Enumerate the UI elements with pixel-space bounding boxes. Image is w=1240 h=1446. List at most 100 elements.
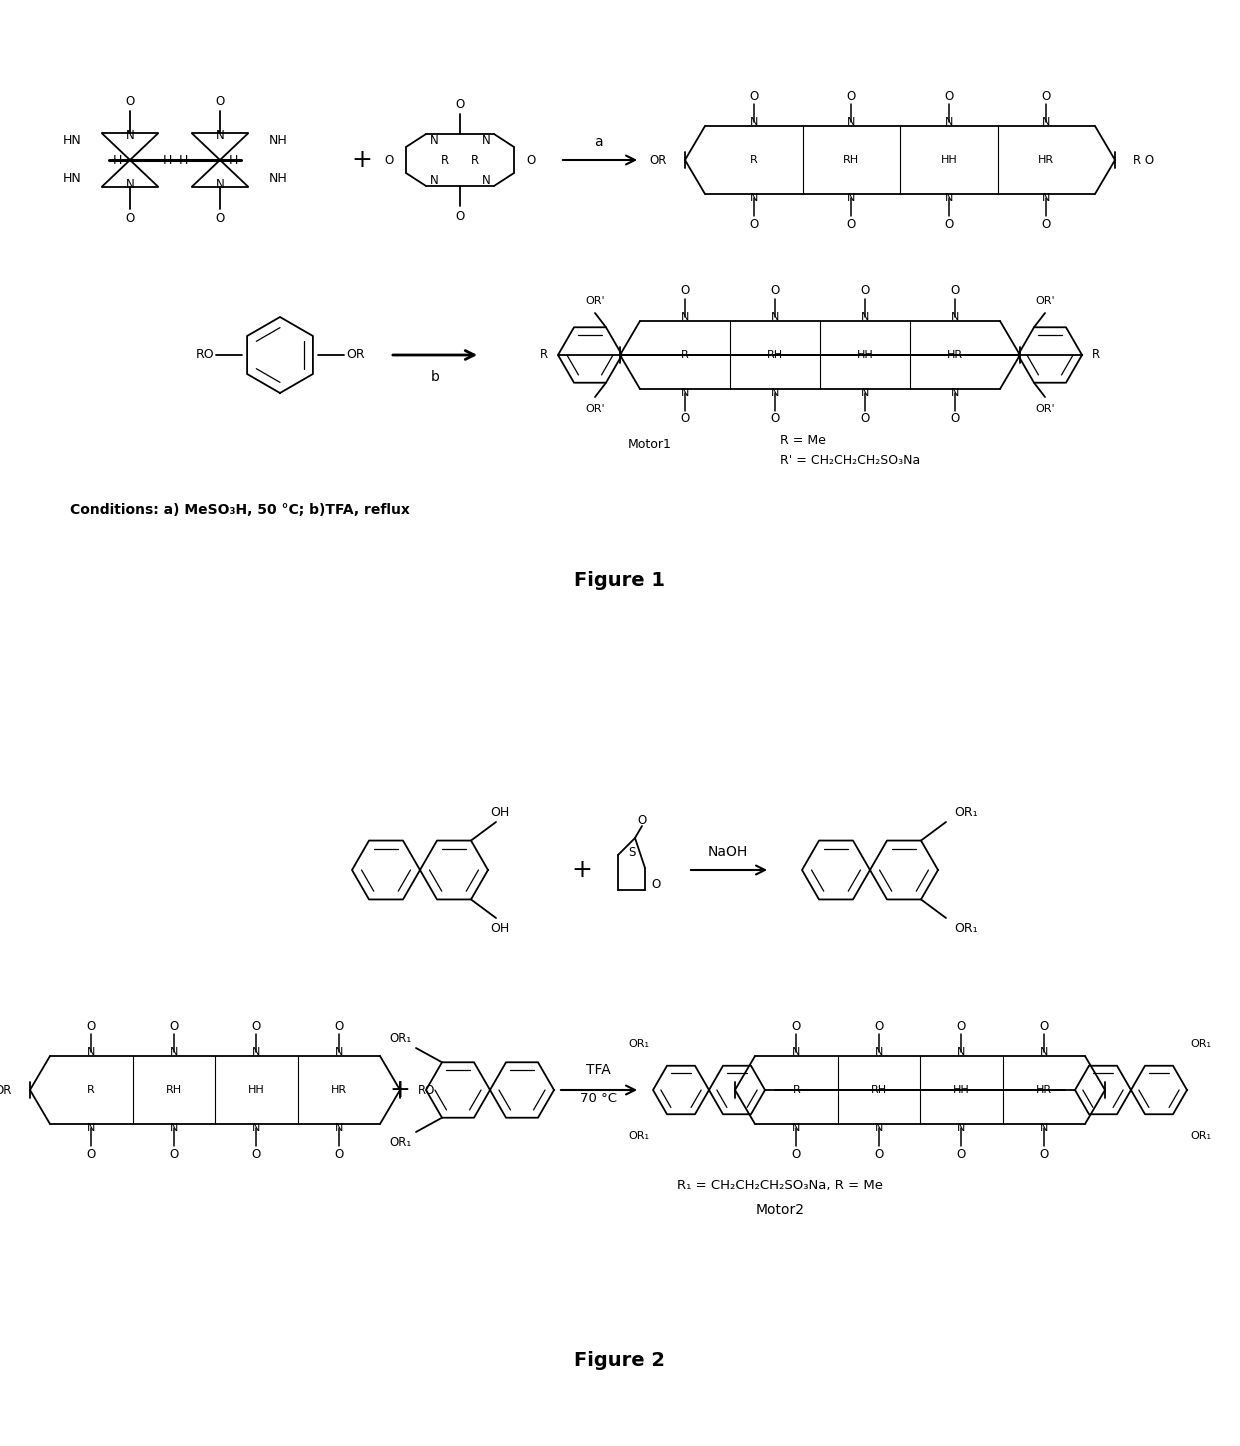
Text: O: O bbox=[87, 1148, 95, 1161]
Text: N: N bbox=[771, 312, 779, 322]
Text: O: O bbox=[681, 412, 689, 425]
Text: RH: RH bbox=[870, 1084, 887, 1095]
Text: N: N bbox=[1039, 1124, 1048, 1134]
Text: R: R bbox=[539, 348, 548, 362]
Text: O: O bbox=[791, 1019, 801, 1032]
Text: O: O bbox=[334, 1148, 343, 1161]
Text: O: O bbox=[125, 213, 135, 226]
Text: O: O bbox=[526, 153, 536, 166]
Text: Motor1: Motor1 bbox=[629, 438, 672, 451]
Text: OR₁: OR₁ bbox=[629, 1040, 650, 1048]
Text: N: N bbox=[1042, 117, 1050, 127]
Text: R: R bbox=[681, 350, 689, 360]
Text: O: O bbox=[749, 90, 759, 103]
Text: R = Me: R = Me bbox=[780, 434, 826, 447]
Text: O: O bbox=[252, 1019, 260, 1032]
Text: OR: OR bbox=[650, 153, 667, 166]
Text: N: N bbox=[681, 312, 689, 322]
Text: O: O bbox=[956, 1148, 966, 1161]
Text: N: N bbox=[945, 117, 952, 127]
Text: O: O bbox=[944, 90, 954, 103]
Text: OR: OR bbox=[0, 1083, 12, 1096]
Text: NH: NH bbox=[269, 172, 288, 185]
Text: HH: HH bbox=[940, 155, 957, 165]
Text: O: O bbox=[749, 217, 759, 230]
Text: N: N bbox=[874, 1047, 883, 1057]
Text: O: O bbox=[950, 412, 960, 425]
Text: OR: OR bbox=[346, 348, 365, 362]
Text: O: O bbox=[770, 412, 780, 425]
Text: O: O bbox=[874, 1019, 883, 1032]
Text: N: N bbox=[945, 192, 952, 202]
Text: NaOH: NaOH bbox=[708, 844, 748, 859]
Text: N: N bbox=[335, 1124, 343, 1134]
Text: O: O bbox=[334, 1019, 343, 1032]
Text: HN: HN bbox=[62, 134, 81, 147]
Text: OH: OH bbox=[490, 921, 510, 934]
Text: HR: HR bbox=[1038, 155, 1054, 165]
Text: S: S bbox=[629, 846, 636, 859]
Text: HH: HH bbox=[952, 1084, 970, 1095]
Text: O: O bbox=[1039, 1019, 1048, 1032]
Text: N: N bbox=[1039, 1047, 1048, 1057]
Text: RH: RH bbox=[843, 155, 859, 165]
Text: R: R bbox=[750, 155, 758, 165]
Text: O: O bbox=[651, 878, 661, 891]
Text: HR: HR bbox=[331, 1084, 347, 1095]
Text: O: O bbox=[1042, 90, 1050, 103]
Text: NH: NH bbox=[269, 134, 288, 147]
Text: N: N bbox=[125, 129, 134, 142]
Text: OR₁: OR₁ bbox=[629, 1131, 650, 1141]
Text: N: N bbox=[861, 388, 869, 398]
Text: R: R bbox=[792, 1084, 800, 1095]
Text: OR₁: OR₁ bbox=[389, 1135, 412, 1148]
Text: N: N bbox=[749, 192, 758, 202]
Text: RH: RH bbox=[766, 350, 784, 360]
Text: b: b bbox=[430, 370, 439, 385]
Text: Figure 1: Figure 1 bbox=[574, 571, 666, 590]
Text: O: O bbox=[169, 1019, 179, 1032]
Text: OR': OR' bbox=[585, 403, 605, 414]
Text: R O: R O bbox=[1133, 153, 1154, 166]
Text: O: O bbox=[169, 1148, 179, 1161]
Text: O: O bbox=[956, 1019, 966, 1032]
Text: O: O bbox=[770, 285, 780, 298]
Text: RH: RH bbox=[166, 1084, 182, 1095]
Text: OR': OR' bbox=[1035, 403, 1055, 414]
Text: O: O bbox=[455, 97, 465, 110]
Text: RO: RO bbox=[196, 348, 215, 362]
Text: OR₁: OR₁ bbox=[1190, 1131, 1211, 1141]
Text: N: N bbox=[87, 1047, 95, 1057]
Text: N: N bbox=[749, 117, 758, 127]
Text: O: O bbox=[791, 1148, 801, 1161]
Text: HN: HN bbox=[62, 172, 81, 185]
Text: OR': OR' bbox=[1035, 296, 1055, 307]
Text: Figure 2: Figure 2 bbox=[574, 1351, 666, 1369]
Text: O: O bbox=[252, 1148, 260, 1161]
Text: OR₁: OR₁ bbox=[954, 921, 977, 934]
Text: O: O bbox=[216, 213, 224, 226]
Text: O: O bbox=[944, 217, 954, 230]
Text: N: N bbox=[125, 178, 134, 191]
Text: N: N bbox=[481, 133, 490, 146]
Text: H: H bbox=[113, 153, 122, 166]
Text: N: N bbox=[481, 174, 490, 187]
Text: N: N bbox=[87, 1124, 95, 1134]
Text: O: O bbox=[1042, 217, 1050, 230]
Text: O: O bbox=[861, 285, 869, 298]
Text: O: O bbox=[637, 814, 646, 827]
Text: N: N bbox=[792, 1124, 801, 1134]
Text: H: H bbox=[228, 153, 238, 166]
Text: R: R bbox=[1092, 348, 1100, 362]
Text: HH: HH bbox=[248, 1084, 264, 1095]
Text: Motor2: Motor2 bbox=[755, 1203, 805, 1218]
Text: N: N bbox=[951, 312, 960, 322]
Text: OH: OH bbox=[490, 805, 510, 818]
Text: HR: HR bbox=[947, 350, 963, 360]
Text: H: H bbox=[179, 153, 187, 166]
Text: N: N bbox=[429, 133, 439, 146]
Text: OR₁: OR₁ bbox=[954, 805, 977, 818]
Text: OR₁: OR₁ bbox=[1190, 1040, 1211, 1048]
Text: N: N bbox=[847, 117, 856, 127]
Text: O: O bbox=[847, 90, 856, 103]
